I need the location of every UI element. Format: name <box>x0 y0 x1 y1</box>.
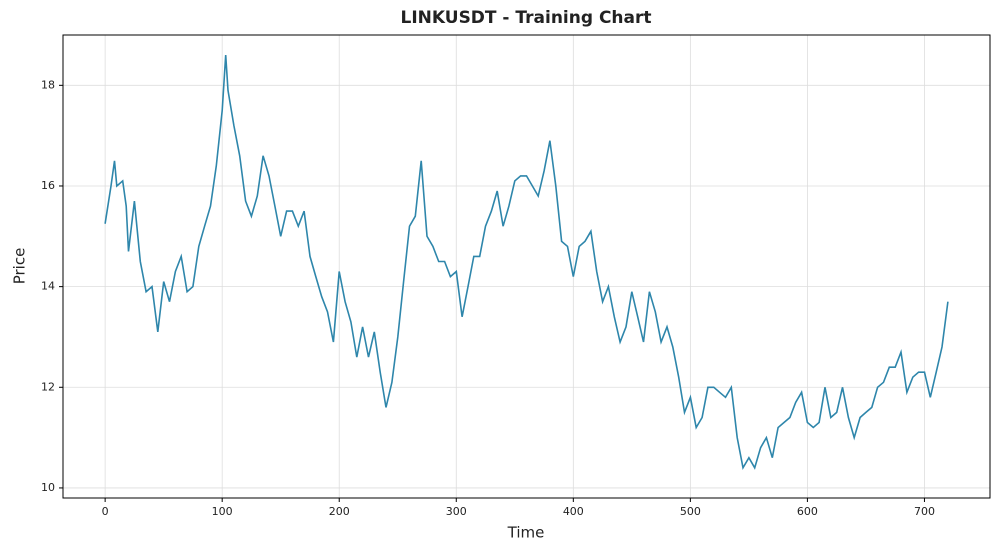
x-tick-label: 600 <box>797 505 818 518</box>
y-axis-label: Price <box>11 248 29 285</box>
chart-title: LINKUSDT - Training Chart <box>401 8 652 28</box>
price-line <box>104 55 949 471</box>
x-tick-label: 700 <box>914 505 935 518</box>
x-tick-label: 300 <box>446 505 467 518</box>
y-tick-label: 16 <box>41 179 55 192</box>
y-tick-label: 10 <box>41 481 55 494</box>
y-tick-label: 18 <box>41 78 55 91</box>
plot-frame <box>62 34 991 499</box>
y-tick-label: 12 <box>41 380 55 393</box>
x-tick-label: 400 <box>563 505 584 518</box>
x-tick-label: 0 <box>102 505 109 518</box>
x-tick-label: 100 <box>212 505 233 518</box>
x-axis-label: Time <box>507 524 545 542</box>
y-tick-label: 14 <box>41 280 55 293</box>
x-tick-label: 200 <box>329 505 350 518</box>
x-tick-label: 500 <box>680 505 701 518</box>
